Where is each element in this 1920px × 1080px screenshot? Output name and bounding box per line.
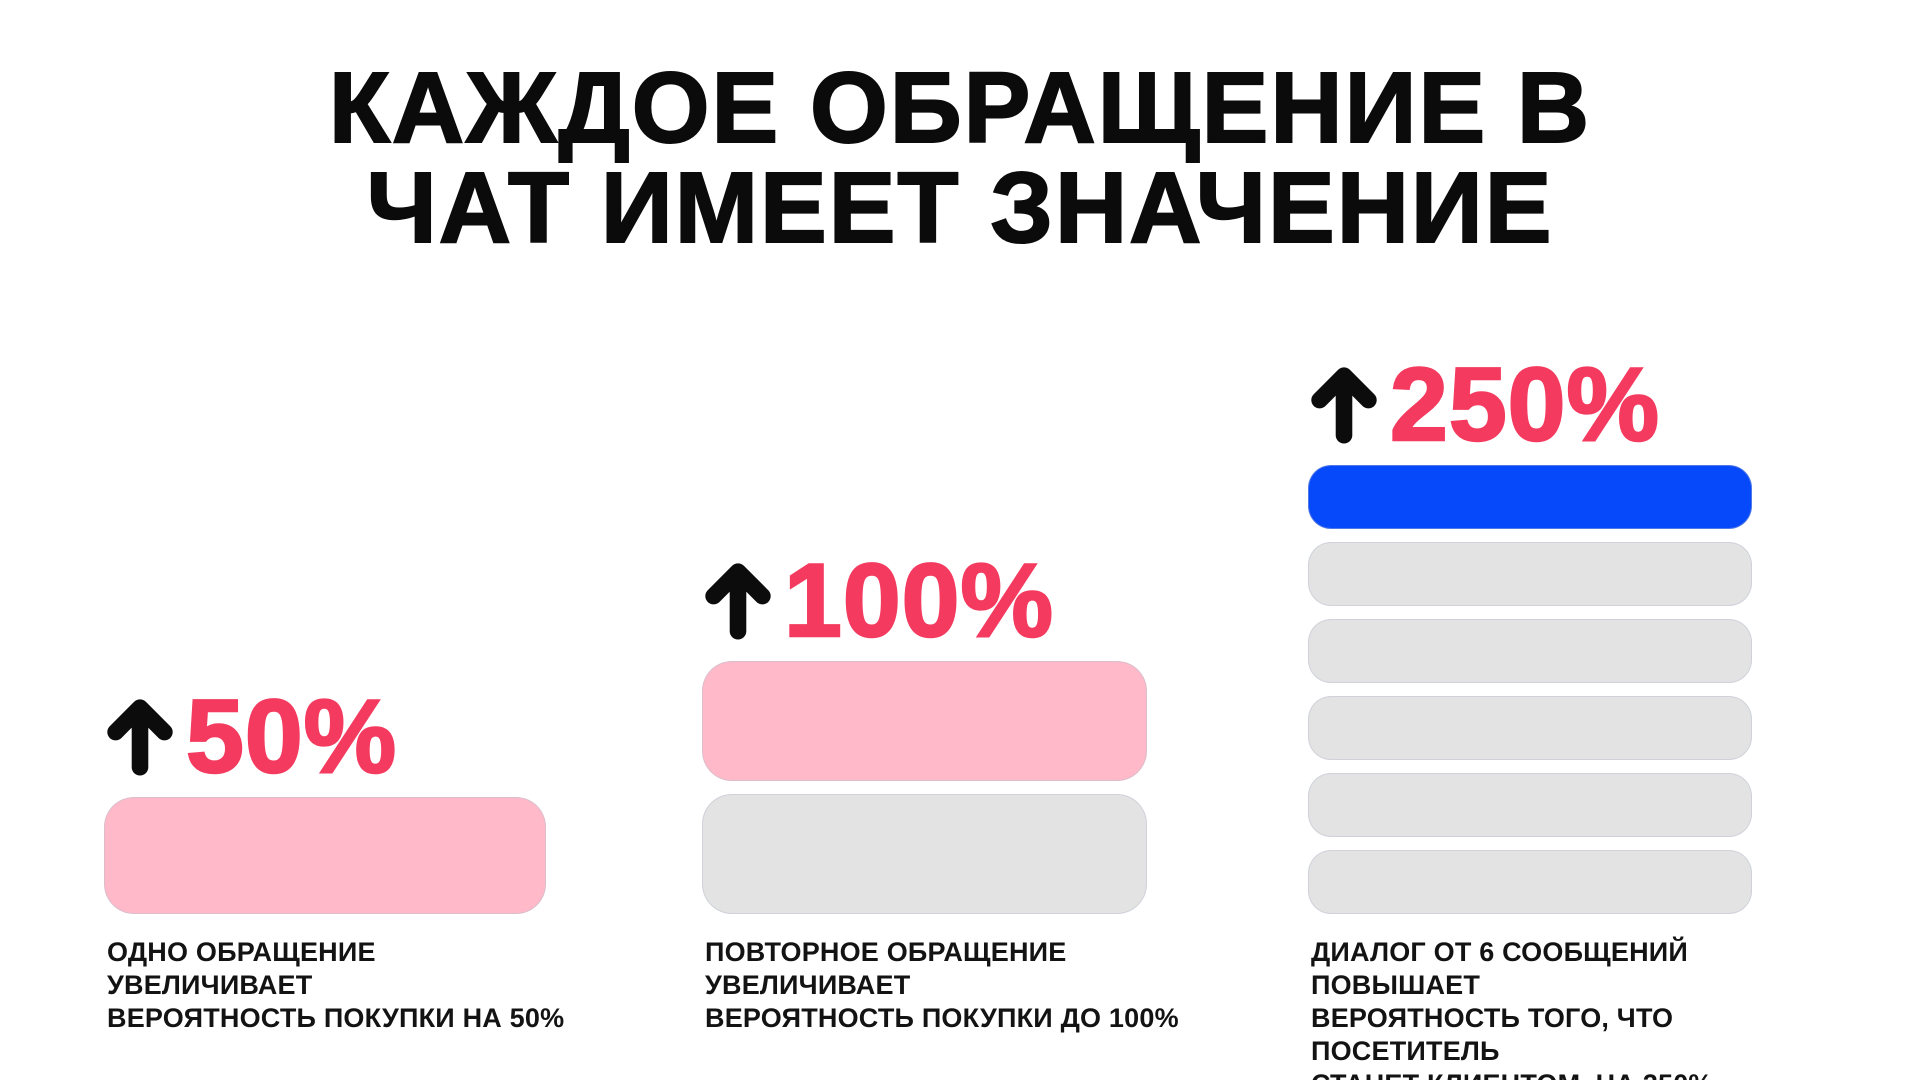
up-arrow-icon bbox=[107, 699, 173, 776]
stat-increase-50: 50% bbox=[104, 679, 546, 795]
up-arrow-icon bbox=[705, 563, 771, 640]
bar-segment-pink bbox=[104, 797, 546, 914]
caption-250: ДИАЛОГ ОТ 6 СООБЩЕНИЙ ПОВЫШАЕТ ВЕРОЯТНОСТ… bbox=[1311, 936, 1792, 1080]
caption-line: ОДНО ОБРАЩЕНИЕ УВЕЛИЧИВАЕТ bbox=[107, 937, 376, 1000]
column-single-contact: 50% ОДНО ОБРАЩЕНИЕ УВЕЛИЧИВАЕТ ВЕРОЯТНОСТ… bbox=[104, 0, 564, 1080]
bar-segment-gray bbox=[702, 794, 1147, 914]
bar-stack-100: 100% bbox=[702, 543, 1147, 914]
stat-increase-100: 100% bbox=[702, 543, 1147, 659]
caption-line: СТАНЕТ КЛИЕНТОМ, НА 250%. bbox=[1311, 1069, 1720, 1080]
caption-100: ПОВТОРНОЕ ОБРАЩЕНИЕ УВЕЛИЧИВАЕТ ВЕРОЯТНОС… bbox=[705, 936, 1187, 1035]
page-title: КАЖДОЕ ОБРАЩЕНИЕ В ЧАТ ИМЕЕТ ЗНАЧЕНИЕ bbox=[0, 57, 1920, 259]
caption-50: ОДНО ОБРАЩЕНИЕ УВЕЛИЧИВАЕТ ВЕРОЯТНОСТЬ ПО… bbox=[107, 936, 586, 1035]
up-arrow-icon bbox=[1311, 367, 1377, 444]
caption-line: ВЕРОЯТНОСТЬ ПОКУПКИ НА 50% bbox=[107, 1002, 565, 1033]
stat-increase-250: 250% bbox=[1308, 347, 1752, 463]
caption-line: ПОВТОРНОЕ ОБРАЩЕНИЕ УВЕЛИЧИВАЕТ bbox=[705, 937, 1067, 1000]
bar-segment-gray bbox=[1308, 773, 1752, 837]
stat-value: 50% bbox=[185, 679, 398, 795]
caption-line: ВЕРОЯТНОСТЬ ПОКУПКИ ДО 100% bbox=[705, 1002, 1179, 1033]
bar-stack-50: 50% bbox=[104, 679, 546, 914]
bar-segment-gray bbox=[1308, 542, 1752, 606]
bar-stack-250: 250% bbox=[1308, 347, 1752, 914]
bar-segment-pink bbox=[702, 661, 1147, 781]
bar-segment-blue bbox=[1308, 465, 1752, 529]
column-repeat-contact: 100% ПОВТОРНОЕ ОБРАЩЕНИЕ УВЕЛИЧИВАЕТ ВЕРО… bbox=[702, 0, 1179, 1080]
bar-segment-gray bbox=[1308, 619, 1752, 683]
bar-segment-gray bbox=[1308, 696, 1752, 760]
page-title-line-1: КАЖДОЕ ОБРАЩЕНИЕ В bbox=[328, 52, 1592, 164]
caption-line: ВЕРОЯТНОСТЬ ТОГО, ЧТО ПОСЕТИТЕЛЬ bbox=[1311, 1002, 1674, 1066]
bar-segment-gray bbox=[1308, 850, 1752, 914]
stat-value: 100% bbox=[783, 543, 1055, 659]
caption-line: ДИАЛОГ ОТ 6 СООБЩЕНИЙ ПОВЫШАЕТ bbox=[1311, 937, 1689, 1000]
column-dialog-6-messages: 250% ДИАЛОГ ОТ 6 СООБЩЕНИЙ ПОВЫШАЕТ ВЕРОЯ… bbox=[1308, 0, 1752, 1080]
stat-value: 250% bbox=[1389, 347, 1661, 463]
page-title-line-2: ЧАТ ИМЕЕТ ЗНАЧЕНИЕ bbox=[365, 152, 1554, 264]
